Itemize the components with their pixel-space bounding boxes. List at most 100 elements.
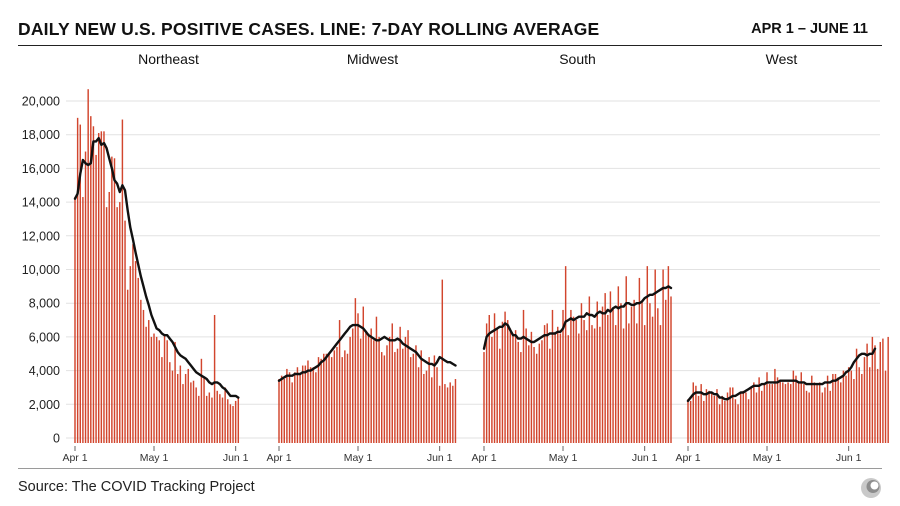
x-tick-label: Apr 1 [675,452,700,464]
bar [739,392,742,443]
bar [407,330,409,443]
y-tick-label: 4,000 [29,364,60,378]
bar [119,202,121,443]
panel-title: Northeast [138,51,199,67]
bar [609,291,612,443]
bar [884,370,887,443]
bar [299,373,301,443]
bar [286,368,288,443]
bar [564,266,567,443]
bar [179,365,182,443]
bar [409,357,412,443]
bar [370,328,372,443]
bar [651,316,654,443]
bar [325,353,328,443]
bar [219,394,221,443]
bar [142,309,145,443]
bar [787,382,789,443]
bar [766,372,768,443]
bar [90,116,92,443]
bar [869,367,871,443]
rolling-average-line [482,285,673,350]
x-tick-label: May 1 [344,452,373,464]
bar [557,326,559,443]
bar [491,336,493,443]
bar [195,387,197,443]
bar [454,379,457,443]
bar [140,299,142,443]
bar [380,352,383,443]
bar [336,347,338,443]
bar [697,395,700,443]
bar [570,309,572,443]
bar [667,266,670,443]
bar [745,392,747,443]
bar [362,306,365,443]
bar [842,370,845,443]
rolling-average-line [277,323,457,382]
bar [84,151,87,444]
bar [887,336,889,443]
bar [654,269,656,443]
bar [861,373,863,443]
bar [580,303,583,443]
bar [753,382,755,443]
bar [716,389,718,443]
bar [713,395,716,443]
panel-title: West [766,51,798,67]
bar [132,244,134,443]
bar [596,301,598,443]
bar [402,348,404,443]
bar [866,343,868,443]
bar [365,331,367,443]
bar [161,357,163,443]
bar [855,348,858,443]
bar [182,384,184,443]
bar [705,389,708,443]
y-tick-label: 8,000 [29,297,60,311]
y-tick-label: 12,000 [22,229,60,243]
bar [229,404,232,443]
bar [689,400,692,443]
bar [657,308,659,443]
bar [304,365,307,443]
x-tick-label: May 1 [549,452,578,464]
x-tick-label: May 1 [753,452,782,464]
bar [431,377,433,443]
bar [404,336,407,443]
bar [375,316,378,443]
bar [506,320,509,443]
bar [150,336,153,443]
bar [137,277,139,443]
bar [575,320,577,443]
bar [517,341,519,443]
bar [192,380,195,443]
x-tick-label: May 1 [140,452,169,464]
panel-title: South [559,51,596,67]
bar [307,360,309,443]
bar [367,333,370,443]
bar [388,336,391,443]
y-tick-label: 20,000 [22,95,60,109]
bar [346,353,349,443]
bar [126,289,129,443]
covid-tracking-logo-icon [861,478,881,498]
y-tick-label: 18,000 [22,128,60,142]
bar [357,313,359,443]
x-tick-label: Jun 1 [632,452,658,464]
bar [396,348,399,443]
bar [344,350,346,443]
bar [383,355,386,443]
bar [169,362,171,443]
bar [761,390,763,443]
bar [184,373,187,443]
bar [148,320,150,443]
bar [97,133,100,443]
bar [501,321,504,443]
bar [638,277,641,443]
bar [554,331,556,443]
bar [617,286,620,443]
bar [549,348,551,443]
bar [232,405,234,443]
bar [105,207,108,443]
